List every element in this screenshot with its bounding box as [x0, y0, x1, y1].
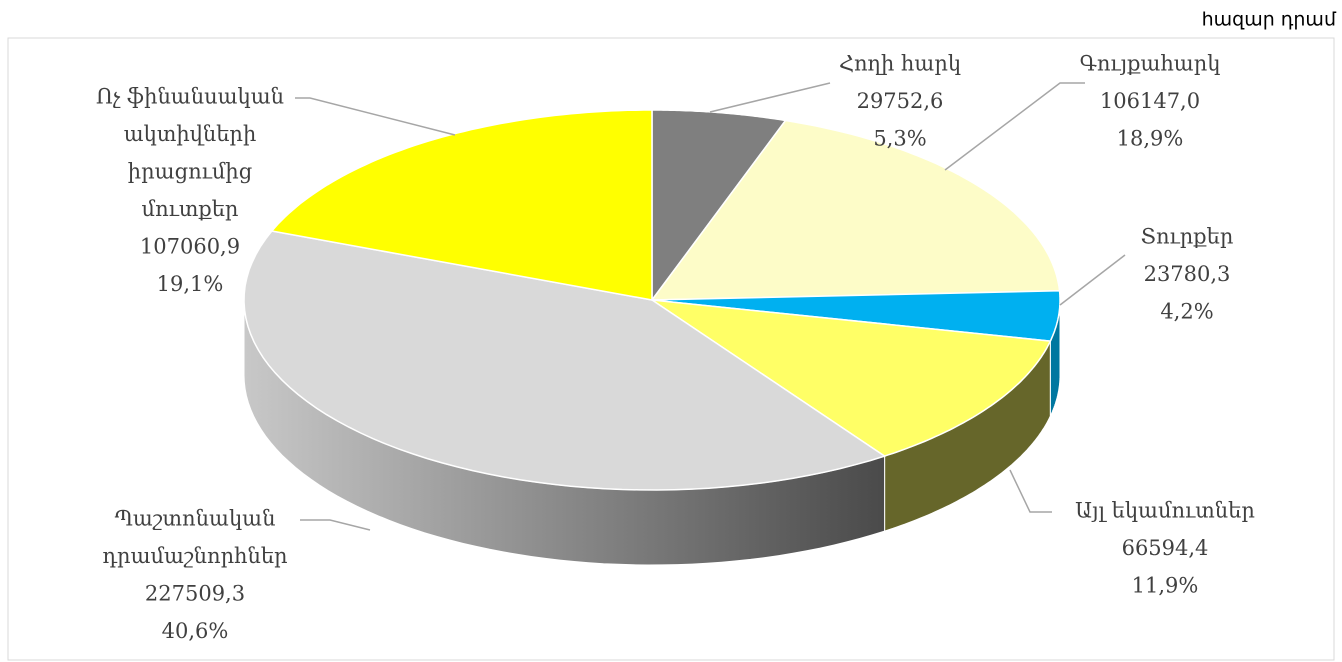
percentage-label: 5,3%: [873, 127, 926, 151]
leader-line: [1009, 469, 1052, 513]
value-label: 66594,4: [1122, 536, 1209, 560]
leader-line: [1059, 254, 1126, 306]
value-label: 106147,0: [1100, 89, 1200, 113]
chart-frame: [7, 37, 1335, 661]
slice: [243, 230, 887, 491]
category-label: Ոչ ֆինանսական: [96, 85, 284, 109]
percentage-label: 18,9%: [1117, 127, 1184, 151]
slice: [651, 290, 1061, 342]
value-label: 227509,3: [145, 582, 245, 606]
category-label: դրամաշնորհներ: [102, 544, 287, 568]
leader-line: [709, 82, 831, 113]
slice: [651, 299, 1052, 457]
value-label: 29752,6: [857, 89, 944, 113]
slice: [650, 119, 1061, 301]
leader-line: [300, 519, 371, 531]
category-label: մուտքեր: [142, 197, 239, 221]
category-label: Այլ եկամուտներ: [1075, 499, 1255, 523]
category-label: Տուրքեր: [1141, 225, 1234, 249]
percentage-label: 4,2%: [1160, 300, 1213, 324]
leader-line: [295, 97, 456, 136]
slice: [270, 109, 653, 301]
category-label: Հողի հարկ: [839, 52, 961, 76]
percentage-label: 11,9%: [1132, 574, 1199, 598]
unit-label: հազար դրամ: [1202, 9, 1337, 31]
category-label: ակտիվների: [124, 122, 257, 146]
leader-line: [944, 82, 1085, 171]
category-label: իրացումից: [128, 160, 252, 184]
value-label: 107060,9: [140, 235, 240, 259]
category-label: Պաշտոնական: [115, 507, 276, 531]
slice: [651, 109, 787, 303]
percentage-label: 19,1%: [157, 272, 224, 296]
value-label: 23780,3: [1144, 262, 1231, 286]
percentage-label: 40,6%: [162, 619, 229, 643]
category-label: Գույքահարկ: [1080, 52, 1221, 76]
